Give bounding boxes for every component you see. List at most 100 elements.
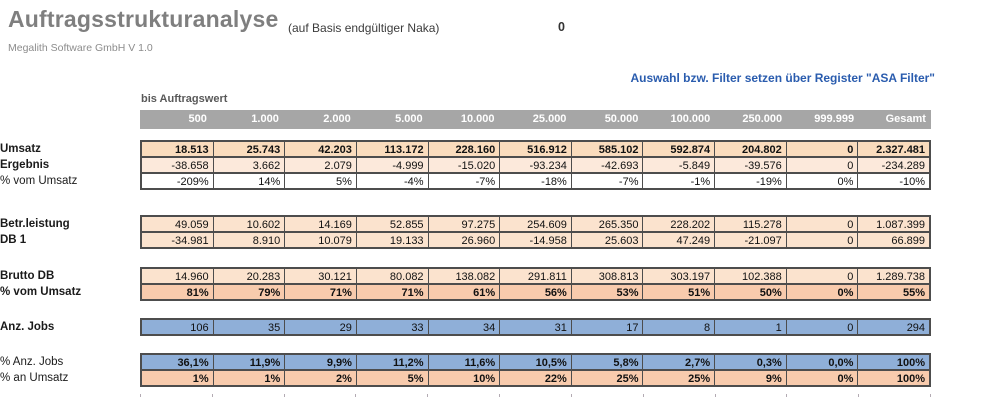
data-cell[interactable]: 115.278 bbox=[714, 217, 786, 231]
data-cell[interactable]: 5,8% bbox=[570, 355, 643, 369]
column-header-cell[interactable]: 1.000 bbox=[251, 113, 279, 125]
data-cell[interactable]: -38.658 bbox=[171, 160, 209, 172]
data-cell[interactable]: 51% bbox=[642, 285, 714, 299]
data-cell[interactable]: 100% bbox=[857, 355, 929, 369]
data-cell[interactable]: 516.912 bbox=[499, 142, 571, 156]
data-cell[interactable]: 34 bbox=[427, 320, 500, 334]
data-cell[interactable]: 102.388 bbox=[714, 269, 786, 283]
data-cell[interactable]: 25.743 bbox=[212, 142, 285, 156]
data-cell[interactable]: 228.202 bbox=[642, 217, 714, 231]
data-cell[interactable]: 36,1% bbox=[177, 357, 209, 369]
data-cell[interactable]: 2,7% bbox=[642, 355, 714, 369]
data-cell[interactable]: 8.910 bbox=[212, 233, 285, 247]
data-cell[interactable]: 10% bbox=[427, 371, 500, 385]
data-cell[interactable]: 0,0% bbox=[785, 355, 858, 369]
data-cell[interactable]: 106 bbox=[190, 322, 209, 334]
data-cell[interactable]: 291.811 bbox=[499, 269, 571, 283]
data-cell[interactable]: 0% bbox=[785, 371, 858, 385]
data-cell[interactable]: 1.289.738 bbox=[857, 269, 929, 283]
data-cell[interactable]: 592.874 bbox=[642, 142, 714, 156]
data-cell[interactable]: 10.079 bbox=[284, 233, 356, 247]
data-cell[interactable]: 53% bbox=[570, 285, 643, 299]
data-cell[interactable]: 14.169 bbox=[284, 217, 356, 231]
column-header-cell[interactable]: 5.000 bbox=[395, 113, 423, 125]
column-header-cell[interactable]: 25.000 bbox=[532, 113, 567, 125]
data-cell[interactable]: 14% bbox=[212, 174, 285, 188]
data-cell[interactable]: -7% bbox=[427, 174, 500, 188]
data-cell[interactable]: 25.603 bbox=[570, 233, 643, 247]
data-cell[interactable]: 17 bbox=[570, 320, 643, 334]
data-cell[interactable]: 204.802 bbox=[714, 142, 786, 156]
data-cell[interactable]: 0 bbox=[785, 320, 858, 334]
data-cell[interactable]: 11,9% bbox=[212, 355, 285, 369]
data-cell[interactable]: 49.059 bbox=[174, 219, 209, 231]
data-cell[interactable]: 0% bbox=[785, 174, 858, 188]
data-cell[interactable]: 61% bbox=[427, 285, 500, 299]
data-cell[interactable]: -4.999 bbox=[355, 158, 428, 172]
data-cell[interactable]: -93.234 bbox=[499, 158, 571, 172]
data-cell[interactable]: 9,9% bbox=[284, 355, 356, 369]
data-cell[interactable]: 31 bbox=[499, 320, 571, 334]
data-cell[interactable]: 11,2% bbox=[355, 355, 428, 369]
data-cell[interactable]: 0% bbox=[785, 285, 858, 299]
data-cell[interactable]: 1 bbox=[714, 320, 786, 334]
data-cell[interactable]: 47.249 bbox=[642, 233, 714, 247]
column-header-cell[interactable]: 50.000 bbox=[604, 113, 639, 125]
data-cell[interactable]: 22% bbox=[499, 371, 571, 385]
data-cell[interactable]: 1% bbox=[212, 371, 285, 385]
data-cell[interactable]: 308.813 bbox=[570, 269, 643, 283]
data-cell[interactable]: 55% bbox=[857, 285, 929, 299]
data-cell[interactable]: 0,3% bbox=[714, 355, 786, 369]
data-cell[interactable]: 0 bbox=[785, 158, 858, 172]
data-cell[interactable]: 294 bbox=[857, 320, 929, 334]
data-cell[interactable]: 50% bbox=[714, 285, 786, 299]
data-cell[interactable]: -14.958 bbox=[499, 233, 571, 247]
data-cell[interactable]: 11,6% bbox=[427, 355, 500, 369]
data-cell[interactable]: 0 bbox=[785, 142, 858, 156]
data-cell[interactable]: 18.513 bbox=[174, 144, 209, 156]
data-cell[interactable]: 3.662 bbox=[212, 158, 285, 172]
data-cell[interactable]: -34.981 bbox=[171, 235, 209, 247]
data-cell[interactable]: -19% bbox=[714, 174, 786, 188]
data-cell[interactable]: 29 bbox=[284, 320, 356, 334]
data-cell[interactable]: -4% bbox=[355, 174, 428, 188]
data-cell[interactable]: 97.275 bbox=[427, 217, 500, 231]
data-cell[interactable]: 5% bbox=[284, 174, 356, 188]
data-cell[interactable]: -18% bbox=[499, 174, 571, 188]
data-cell[interactable]: 5% bbox=[355, 371, 428, 385]
data-cell[interactable]: 71% bbox=[284, 285, 356, 299]
data-cell[interactable]: -21.097 bbox=[714, 233, 786, 247]
data-cell[interactable]: 8 bbox=[642, 320, 714, 334]
data-cell[interactable]: 20.283 bbox=[212, 269, 285, 283]
data-cell[interactable]: 26.960 bbox=[427, 233, 500, 247]
data-cell[interactable]: 19.133 bbox=[355, 233, 428, 247]
data-cell[interactable]: 25% bbox=[570, 371, 643, 385]
column-header-cell[interactable]: 250.000 bbox=[742, 113, 783, 125]
data-cell[interactable]: -39.576 bbox=[714, 158, 786, 172]
data-cell[interactable]: 79% bbox=[212, 285, 285, 299]
data-cell[interactable]: 0 bbox=[785, 233, 858, 247]
data-cell[interactable]: 10,5% bbox=[499, 355, 571, 369]
data-cell[interactable]: -42.693 bbox=[570, 158, 643, 172]
data-cell[interactable]: 81% bbox=[186, 287, 209, 299]
data-cell[interactable]: -15.020 bbox=[427, 158, 500, 172]
column-header-cell[interactable]: 999.999 bbox=[814, 113, 855, 125]
data-cell[interactable]: 30.121 bbox=[284, 269, 356, 283]
data-cell[interactable]: 265.350 bbox=[570, 217, 643, 231]
data-cell[interactable]: 2.079 bbox=[284, 158, 356, 172]
data-cell[interactable]: 25% bbox=[642, 371, 714, 385]
data-cell[interactable]: 42.203 bbox=[284, 142, 356, 156]
data-cell[interactable]: 80.082 bbox=[355, 269, 428, 283]
data-cell[interactable]: 113.172 bbox=[355, 142, 428, 156]
data-cell[interactable]: 14.960 bbox=[174, 271, 209, 283]
column-header-cell[interactable]: Gesamt bbox=[885, 113, 926, 125]
column-header-cell[interactable]: 2.000 bbox=[323, 113, 351, 125]
column-header-cell[interactable]: 10.000 bbox=[460, 113, 495, 125]
data-cell[interactable]: 100% bbox=[857, 371, 929, 385]
data-cell[interactable]: 254.609 bbox=[499, 217, 571, 231]
data-cell[interactable]: -7% bbox=[570, 174, 643, 188]
data-cell[interactable]: 9% bbox=[714, 371, 786, 385]
data-cell[interactable]: -10% bbox=[857, 174, 929, 188]
data-cell[interactable]: -1% bbox=[642, 174, 714, 188]
data-cell[interactable]: 10.602 bbox=[212, 217, 285, 231]
